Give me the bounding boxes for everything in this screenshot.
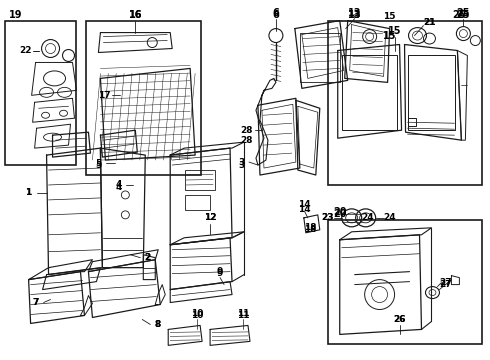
- Bar: [328, 220, 482, 345]
- Text: 25: 25: [453, 10, 466, 20]
- Text: 13: 13: [348, 10, 362, 20]
- Text: 23: 23: [321, 213, 334, 222]
- Bar: [5, 21, 76, 165]
- Text: 5: 5: [95, 158, 101, 167]
- Bar: [328, 21, 482, 185]
- Text: 10: 10: [191, 311, 203, 320]
- Text: 26: 26: [393, 315, 406, 324]
- Text: 14: 14: [298, 206, 311, 215]
- Text: 10: 10: [191, 309, 203, 318]
- Text: 9: 9: [217, 269, 223, 278]
- Text: 8: 8: [154, 320, 160, 329]
- Text: 11: 11: [237, 309, 249, 318]
- Text: 15: 15: [383, 12, 396, 21]
- Text: 28: 28: [241, 126, 253, 135]
- Text: 17: 17: [98, 91, 111, 100]
- Text: 15: 15: [388, 26, 401, 36]
- Bar: [86, 21, 201, 175]
- Text: 12: 12: [204, 213, 217, 222]
- Text: 27: 27: [439, 280, 452, 289]
- Bar: [300, 32, 340, 82]
- Text: 7: 7: [32, 298, 39, 307]
- Text: 13: 13: [348, 10, 362, 20]
- Text: 23: 23: [321, 213, 334, 222]
- Text: 2: 2: [144, 253, 150, 262]
- Text: 13: 13: [348, 8, 362, 18]
- Text: 16: 16: [128, 10, 142, 20]
- Text: 18: 18: [304, 225, 316, 234]
- Text: 9: 9: [217, 267, 223, 276]
- Text: 24: 24: [383, 213, 396, 222]
- Text: 16: 16: [128, 10, 142, 20]
- Text: 25: 25: [457, 8, 470, 18]
- Text: 1: 1: [25, 188, 32, 197]
- Text: 25: 25: [457, 10, 470, 20]
- Bar: [342, 55, 396, 130]
- Text: 21: 21: [423, 18, 436, 27]
- Text: 1: 1: [25, 188, 32, 197]
- Text: 7: 7: [32, 298, 39, 307]
- Text: 24: 24: [361, 213, 374, 222]
- Bar: [408, 118, 416, 126]
- Text: 20: 20: [333, 209, 346, 219]
- Text: 2: 2: [144, 253, 150, 262]
- Bar: [185, 195, 210, 210]
- Text: 21: 21: [423, 18, 436, 27]
- Bar: [408, 55, 455, 130]
- Text: 4: 4: [115, 184, 122, 193]
- Text: 8: 8: [154, 320, 160, 329]
- Text: 22: 22: [20, 46, 32, 55]
- Text: 20: 20: [333, 207, 346, 217]
- Text: 15: 15: [383, 31, 396, 41]
- Text: 26: 26: [393, 315, 406, 324]
- Bar: [185, 170, 215, 190]
- Text: 5: 5: [95, 161, 101, 170]
- Text: 27: 27: [439, 278, 452, 287]
- Text: 6: 6: [272, 10, 279, 20]
- Text: 11: 11: [237, 311, 249, 320]
- Text: 6: 6: [272, 8, 279, 18]
- Text: 18: 18: [304, 223, 316, 232]
- Text: 28: 28: [241, 136, 253, 145]
- Text: 3: 3: [238, 158, 244, 167]
- Text: 19: 19: [9, 10, 23, 20]
- Text: 3: 3: [238, 161, 244, 170]
- Text: 14: 14: [298, 201, 311, 210]
- Text: 12: 12: [204, 213, 217, 222]
- Text: 4: 4: [115, 180, 122, 189]
